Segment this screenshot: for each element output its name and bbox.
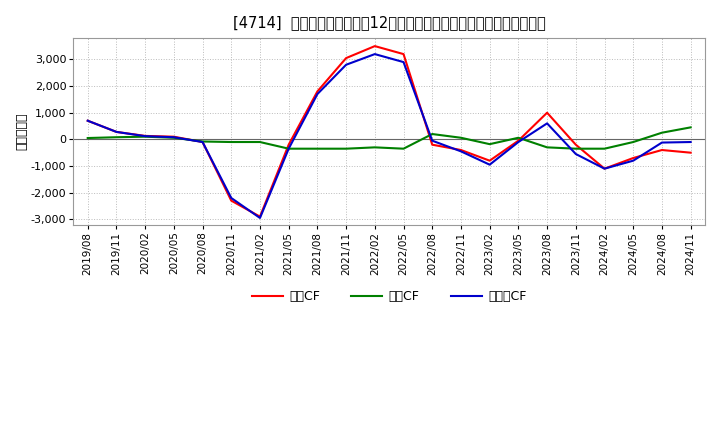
投資CF [572, 146, 580, 151]
フリーCF [686, 139, 695, 145]
Y-axis label: （百万円）: （百万円） [15, 113, 28, 150]
フリーCF [313, 92, 322, 97]
Line: 投資CF: 投資CF [88, 127, 690, 149]
投資CF [371, 145, 379, 150]
フリーCF [600, 166, 609, 171]
投資CF [313, 146, 322, 151]
営業CF [657, 147, 666, 153]
フリーCF [112, 129, 121, 135]
フリーCF [399, 59, 408, 65]
Legend: 営業CF, 投資CF, フリーCF: 営業CF, 投資CF, フリーCF [247, 285, 532, 308]
フリーCF [428, 138, 436, 143]
フリーCF [657, 140, 666, 145]
フリーCF [284, 146, 293, 151]
営業CF [256, 214, 264, 219]
フリーCF [485, 162, 494, 167]
投資CF [84, 136, 92, 141]
Line: 営業CF: 営業CF [88, 46, 690, 216]
営業CF [629, 155, 637, 161]
投資CF [256, 139, 264, 145]
営業CF [284, 142, 293, 147]
営業CF [313, 89, 322, 94]
営業CF [227, 198, 235, 203]
営業CF [198, 139, 207, 145]
投資CF [198, 139, 207, 144]
営業CF [84, 118, 92, 123]
営業CF [543, 110, 552, 115]
フリーCF [371, 51, 379, 57]
フリーCF [543, 121, 552, 126]
投資CF [600, 146, 609, 151]
フリーCF [456, 149, 465, 154]
投資CF [485, 142, 494, 147]
営業CF [169, 134, 178, 139]
投資CF [284, 146, 293, 151]
投資CF [112, 135, 121, 140]
営業CF [112, 129, 121, 135]
投資CF [141, 134, 150, 139]
フリーCF [572, 151, 580, 157]
投資CF [657, 130, 666, 136]
フリーCF [629, 158, 637, 163]
フリーCF [227, 195, 235, 201]
投資CF [543, 145, 552, 150]
投資CF [399, 146, 408, 151]
営業CF [686, 150, 695, 155]
営業CF [456, 147, 465, 153]
営業CF [428, 142, 436, 147]
営業CF [399, 51, 408, 57]
営業CF [141, 133, 150, 139]
フリーCF [141, 133, 150, 139]
営業CF [600, 166, 609, 171]
フリーCF [84, 118, 92, 123]
フリーCF [169, 135, 178, 140]
投資CF [456, 135, 465, 140]
投資CF [629, 139, 637, 145]
営業CF [514, 138, 523, 143]
営業CF [485, 158, 494, 163]
営業CF [572, 142, 580, 147]
Title: [4714]  キャッシュフローの12か月移動合計の対前年同期増減額の推移: [4714] キャッシュフローの12か月移動合計の対前年同期増減額の推移 [233, 15, 546, 30]
Line: フリーCF: フリーCF [88, 54, 690, 218]
フリーCF [342, 62, 351, 67]
投資CF [514, 135, 523, 140]
営業CF [371, 44, 379, 49]
フリーCF [256, 215, 264, 220]
投資CF [686, 125, 695, 130]
投資CF [342, 146, 351, 151]
フリーCF [514, 139, 523, 145]
投資CF [169, 135, 178, 140]
営業CF [342, 55, 351, 61]
フリーCF [198, 139, 207, 145]
投資CF [428, 132, 436, 137]
投資CF [227, 139, 235, 145]
